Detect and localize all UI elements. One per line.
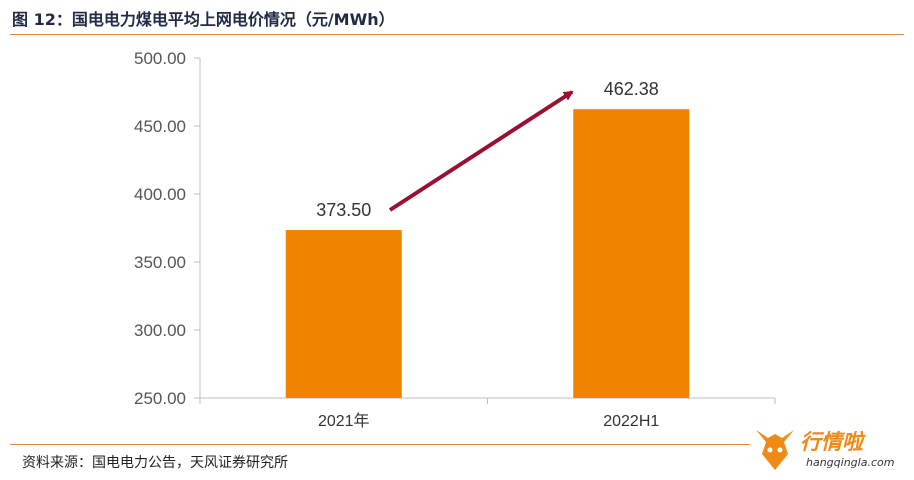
bar-chart: 250.00 300.00 350.00 400.00 450.00 500.00 373… xyxy=(134,49,776,430)
data-label: 373.50 xyxy=(316,200,371,220)
y-tick-label: 500.00 xyxy=(134,49,186,68)
source-note: 资料来源：国电电力公告，天风证券研究所 xyxy=(22,455,288,471)
increase-arrow xyxy=(388,90,574,212)
top-divider xyxy=(10,34,904,35)
y-tick-label: 300.00 xyxy=(134,321,186,340)
bull-head-icon xyxy=(756,430,794,470)
y-tick-label: 400.00 xyxy=(134,185,186,204)
y-tick-label: 350.00 xyxy=(134,253,186,272)
bottom-divider xyxy=(10,444,750,445)
logo-url: hangqingla.com xyxy=(806,456,895,469)
bar xyxy=(573,109,690,398)
y-tick-label: 450.00 xyxy=(134,117,186,136)
bar xyxy=(285,230,402,398)
data-label: 462.38 xyxy=(604,79,659,99)
logo-name: 行情啦 xyxy=(800,430,863,454)
brand-logo: 行情啦 hangqingla.com xyxy=(752,424,912,478)
y-tick-label: 250.00 xyxy=(134,389,186,408)
chart-title: 图 12：国电电力煤电平均上网电价情况（元/MWh） xyxy=(12,10,395,29)
x-tick-label: 2021年 xyxy=(318,412,370,430)
x-tick-label: 2022H1 xyxy=(603,413,659,430)
